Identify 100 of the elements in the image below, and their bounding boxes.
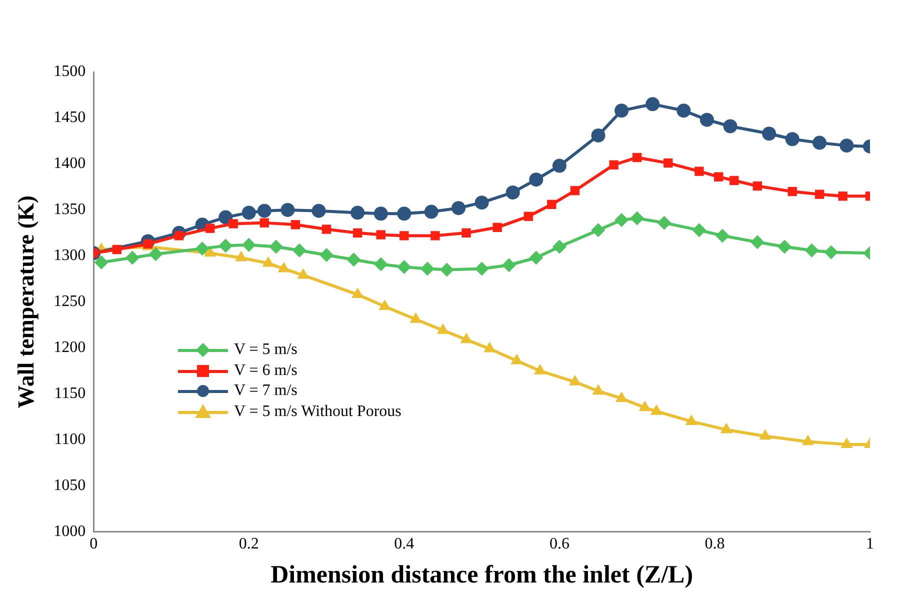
point [474,262,489,276]
point [785,132,800,146]
point [195,242,210,256]
x-axis-title: Dimension distance from the inlet (Z/L) [270,561,694,588]
point [462,228,471,238]
point [484,342,496,352]
x-tick-label: 1 [866,536,874,553]
point [410,312,422,323]
point [420,262,434,276]
y-tick-label: 1500 [54,63,86,80]
point [632,152,642,162]
point [292,243,306,258]
point [218,238,233,253]
point [814,190,824,199]
point [646,97,660,112]
point [685,414,698,425]
point [397,260,412,274]
y-tick-label: 1250 [54,293,86,310]
point [242,238,256,252]
point [838,192,848,201]
point [376,230,386,240]
point [424,204,438,219]
point [591,223,606,238]
y-tick-label: 1300 [54,247,86,264]
point [614,213,629,228]
point [657,216,672,230]
point [570,186,580,196]
point [529,172,544,187]
legend-label: V = 5 m/s [234,341,298,358]
point [205,224,215,233]
point [94,255,108,270]
point [262,256,274,267]
point [750,235,764,250]
point [615,391,628,402]
point [257,204,272,218]
point [125,250,140,265]
x-tick-label: 0 [90,536,98,553]
point [812,136,827,150]
point [638,400,651,412]
point [400,231,409,240]
point [715,228,730,243]
point [692,223,706,238]
point [278,262,290,272]
legend-label: V = 7 m/s [234,382,298,399]
point [492,222,502,232]
point [346,252,361,267]
point [720,422,732,434]
point [759,429,772,440]
point [474,196,489,210]
point [609,160,618,170]
y-tick-label: 1050 [54,477,86,494]
point [290,220,300,230]
point [322,224,332,234]
point [752,181,762,191]
point [430,231,440,240]
point [148,247,163,262]
point [297,268,310,279]
legend-label: V = 6 m/s [234,362,298,378]
point [552,240,566,254]
point [630,211,644,226]
y-tick-label: 1150 [54,385,86,402]
y-tick-label: 1350 [54,201,86,218]
point [552,158,566,173]
point [502,258,516,272]
point [840,437,853,448]
point [436,323,450,334]
point [506,185,520,200]
point [534,364,546,374]
point [723,119,738,134]
y-tick-label: 1450 [54,109,86,126]
point [664,158,673,168]
point [802,434,814,446]
point [228,219,238,228]
point [788,186,797,196]
point [350,206,365,220]
x-tick-label: 0.6 [549,536,570,553]
point [714,172,724,182]
point [235,250,248,262]
point [452,201,466,216]
point [778,240,792,254]
point [591,128,606,142]
point [440,262,454,277]
point [269,240,284,254]
x-tick-label: 0.8 [704,536,725,553]
point [397,206,412,221]
point [676,104,691,118]
point [592,384,604,395]
point [824,245,838,260]
point [524,212,533,221]
point [218,210,233,224]
point [112,244,122,254]
y-tick-label: 1100 [54,431,86,448]
point [320,248,334,262]
point [694,166,704,176]
point [260,218,270,228]
point [280,202,295,217]
y-axis-title: Wall temperature (K) [14,195,39,408]
point [762,126,776,141]
point [730,176,739,186]
point [460,332,472,344]
